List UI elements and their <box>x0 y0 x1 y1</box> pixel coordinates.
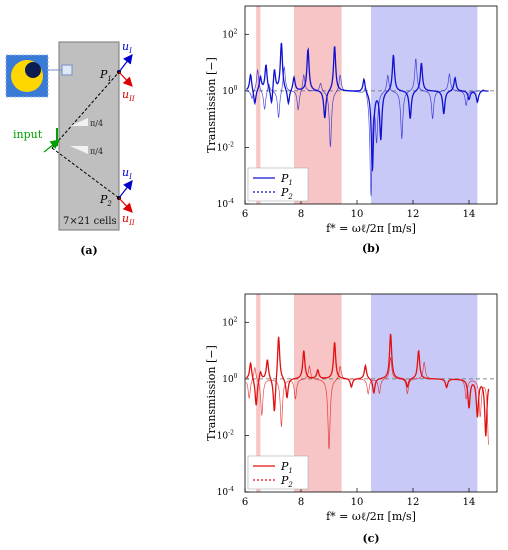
ytick-label-10^0: 100 <box>222 373 237 385</box>
xtick-label-6: 6 <box>242 209 248 220</box>
xtick-label-6: 6 <box>242 497 248 508</box>
x-axis-label: f* = ωℓ/2π [m/s] <box>326 222 416 235</box>
ytick-label-10^2: 102 <box>222 28 237 40</box>
caption: (c) <box>362 532 379 545</box>
ytick-label-10^-4: 10-4 <box>217 198 234 210</box>
angle-label-2: π/4 <box>90 147 103 156</box>
xtick-label-10: 10 <box>351 497 364 508</box>
inclusion-core <box>25 62 41 78</box>
chart-b: 6 8 10 12 14 10-4 10-2 100 102 Transmission [−] f*… <box>205 5 498 255</box>
x-axis-label: f* = ωℓ/2π [m/s] <box>326 510 416 523</box>
p1-label: P1 <box>99 68 112 83</box>
angle-wedge-1 <box>70 118 88 126</box>
p2-label: P2 <box>99 193 112 208</box>
plot-frame <box>244 293 498 493</box>
panel-a: π/4 π/4 input P1 P2 uI uII uI uII 7×21 c… <box>5 40 135 257</box>
angle-label-1: π/4 <box>90 119 103 128</box>
caption-a: (a) <box>80 244 98 257</box>
ytick-label-10^-2: 10-2 <box>217 141 234 153</box>
chart-c: 6 8 10 12 14 10-4 10-2 100 102 Transmission [−] f*… <box>205 293 498 545</box>
band-2 <box>371 294 478 492</box>
legend-box <box>247 167 309 202</box>
ytick-label-10^-4: 10-4 <box>217 486 234 498</box>
ytick-label-10^-2: 10-2 <box>217 429 234 441</box>
uII-label-1: uII <box>122 88 135 103</box>
uI-label-2: uI <box>122 166 132 181</box>
band-0 <box>256 294 261 492</box>
ytick-label-10^2: 102 <box>222 316 237 328</box>
legend-box <box>247 455 309 490</box>
xtick-label-12: 12 <box>407 209 420 220</box>
caption: (b) <box>362 242 380 255</box>
xtick-label-14: 14 <box>463 497 476 508</box>
xtick-label-12: 12 <box>407 497 420 508</box>
series-P1 <box>246 42 489 172</box>
y-axis-label: Transmission [−] <box>205 57 218 153</box>
xtick-label-8: 8 <box>298 497 304 508</box>
xtick-label-14: 14 <box>463 209 476 220</box>
y-axis-label: Transmission [−] <box>205 345 218 441</box>
input-label: input <box>13 128 43 141</box>
plot-frame <box>244 5 498 205</box>
uII-label-2: uII <box>122 212 135 227</box>
band-2 <box>371 6 478 204</box>
angle-wedge-2 <box>70 146 88 154</box>
xtick-label-8: 8 <box>298 209 304 220</box>
cells-label: 7×21 cells <box>63 216 117 227</box>
series-P2 <box>246 58 489 197</box>
band-0 <box>256 6 261 204</box>
uI-label-1: uI <box>122 40 132 55</box>
xtick-label-10: 10 <box>351 209 364 220</box>
ytick-label-10^0: 100 <box>222 85 237 97</box>
unit-cell-marker <box>61 64 73 76</box>
series-P2 <box>246 357 489 450</box>
